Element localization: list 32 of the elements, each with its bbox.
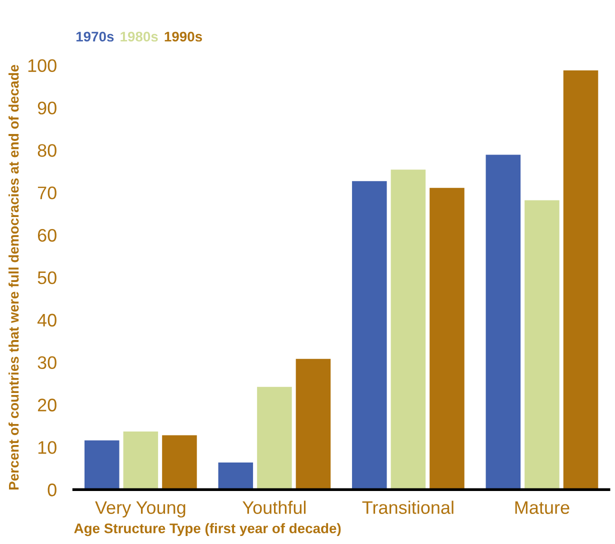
y-tick-label: 0 xyxy=(48,484,56,496)
y-tick-label: 60 xyxy=(38,228,56,242)
bar xyxy=(257,386,292,490)
x-axis-title: Age Structure Type (first year of decade) xyxy=(74,523,341,536)
bar xyxy=(524,200,560,490)
bar xyxy=(84,440,120,490)
x-tick-label: Youthful xyxy=(242,500,306,514)
bar xyxy=(390,170,426,490)
y-tick-label: 40 xyxy=(37,314,56,327)
text: 1990s xyxy=(164,32,202,42)
bar xyxy=(486,154,521,490)
y-tick-label: 20 xyxy=(38,398,56,412)
text: 1980s xyxy=(120,32,158,42)
bar xyxy=(352,181,387,490)
bar xyxy=(162,435,197,490)
y-tick-label: 100 xyxy=(28,59,56,72)
y-tick-label: 50 xyxy=(38,271,56,284)
bar xyxy=(123,431,158,490)
bar xyxy=(218,462,254,490)
y-tick-label: 90 xyxy=(38,102,56,114)
x-tick-label: Transitional xyxy=(362,500,454,514)
x-tick-label: Mature xyxy=(515,501,570,514)
text: 1970s xyxy=(76,32,114,42)
y-tick-label: 30 xyxy=(38,356,56,370)
y-axis-title: Percent of countries that were full democracies at end of decade xyxy=(8,64,19,490)
bar xyxy=(296,358,331,490)
bar xyxy=(563,70,598,490)
y-tick-label: 10 xyxy=(38,441,56,454)
x-tick-label: Very Young xyxy=(95,501,186,518)
y-tick-label: 80 xyxy=(38,144,56,157)
y-tick-label: 70 xyxy=(38,186,56,200)
bar xyxy=(430,188,464,490)
